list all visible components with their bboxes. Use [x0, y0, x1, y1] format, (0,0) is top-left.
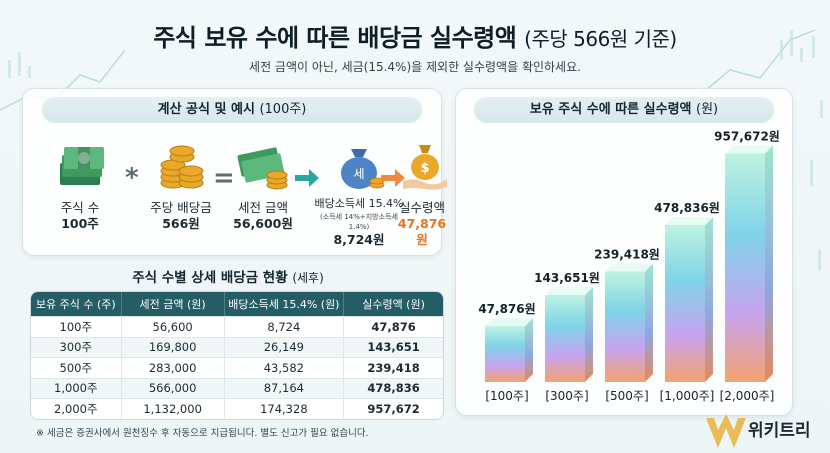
page-title: 주식 보유 수에 따른 배당금 실수령액 (주당 566원 기준) [153, 24, 677, 52]
bar-value-label: 478,836원 [654, 201, 720, 215]
column-header: 실수령액 (원) [344, 292, 443, 316]
bar-value-label: 47,876원 [478, 302, 535, 316]
table-cell: 43,582 [224, 357, 345, 378]
category-label: [2,000주] [720, 389, 775, 403]
table-cell: 1,132,000 [121, 398, 225, 419]
money-bag-hand-icon: $ [403, 145, 447, 190]
wikitree-logo: 위키트리 [700, 410, 830, 453]
tax-bag-icon: 세 [341, 149, 385, 189]
table-cell: 56,600 [121, 316, 225, 337]
svg-text:$: $ [420, 161, 429, 176]
table-title: 주식 수별 상세 배당금 현황 (세후) [132, 270, 324, 286]
column-header: 보유 주식 수 (주) [31, 292, 122, 316]
dividend-table: 보유 주식 수 (주) 세전 금액 (원) 배당소득세 15.4% (원) 실수… [30, 291, 444, 420]
chart-bar [605, 263, 653, 382]
svg-text:세: 세 [353, 167, 364, 181]
coin-stack-icon [160, 145, 204, 189]
bar-value-label: 239,418원 [594, 247, 660, 261]
dividend-bar-chart: 47,876원 [100주] 143,651원 [300주] 239,418원 [500주… [478, 130, 780, 403]
table-cell: 100주 [31, 316, 122, 337]
table-cell: 239,418 [344, 357, 443, 378]
table-cell: 143,651 [344, 336, 443, 357]
page-subtitle: 세전 금액이 아닌, 세금(15.4%)을 제외한 실수령액을 확인하세요. [249, 60, 581, 74]
bar-value-label: 143,651원 [534, 271, 600, 285]
table-cell: 26,149 [224, 336, 345, 357]
formula-panel-title: 계산 공식 및 예시 (100주) [42, 97, 422, 123]
table-cell: 957,672 [344, 398, 443, 419]
arrow-right-icon [295, 169, 319, 187]
table-cell: 2,000주 [31, 398, 122, 419]
table-cell: 47,876 [344, 316, 443, 337]
formula-panel: 계산 공식 및 예시 (100주) 주식 수 100주 * [22, 88, 447, 256]
logo-text: 위키트리 [748, 421, 811, 441]
multiply-operator: * [125, 163, 139, 193]
table-cell: 1,000주 [31, 377, 122, 398]
column-header: 세전 금액 (원) [121, 292, 225, 316]
formula-item-net: $ 실수령액 47,876원 [397, 133, 447, 248]
table-cell: 300주 [31, 336, 122, 357]
table-cell: 174,328 [224, 398, 345, 419]
table-row: 1,000주 566,000 87,164 478,836 [31, 377, 443, 398]
cash-coins-icon [237, 147, 288, 190]
category-label: [100주] [485, 389, 528, 403]
chart-bar [725, 145, 773, 382]
chart-bar [665, 216, 713, 382]
table-cell: 87,164 [224, 377, 345, 398]
formula-item-shares: 주식 수 100주 [45, 133, 115, 232]
chart-bar [485, 318, 533, 382]
formula-item-tax: 세 배당소득세 15.4% (소득세 14%+지방소득세 1.4%) 8,724… [313, 133, 405, 248]
table-cell: 566,000 [121, 377, 225, 398]
table-row: 500주 283,000 43,582 239,418 [31, 357, 443, 378]
table-row: 300주 169,800 26,149 143,651 [31, 336, 443, 357]
table-cell: 8,724 [224, 316, 345, 337]
table-cell: 500주 [31, 357, 122, 378]
table-row: 2,000주 1,132,000 174,328 957,672 [31, 398, 443, 419]
category-label: [1,000주] [660, 389, 715, 403]
bar-value-label: 957,672원 [714, 130, 780, 144]
footnote: ※ 세금은 증권사에서 원천징수 후 자동으로 지급됩니다. 별도 신고가 필요… [36, 428, 369, 439]
equals-operator: = [213, 163, 235, 193]
formula-item-dividend: 주당 배당금 566원 [141, 133, 221, 232]
money-stack-icon [60, 147, 104, 185]
table-cell: 169,800 [121, 336, 225, 357]
category-label: [500주] [605, 389, 648, 403]
column-header: 배당소득세 15.4% (원) [224, 292, 345, 316]
chart-bar [545, 286, 593, 382]
arrow-right-icon [381, 169, 405, 187]
table-row: 100주 56,600 8,724 47,876 [31, 316, 443, 337]
table-header-row: 보유 주식 수 (주) 세전 금액 (원) 배당소득세 15.4% (원) 실수… [31, 292, 443, 316]
table-cell: 478,836 [344, 377, 443, 398]
formula-item-pretax: 세전 금액 56,600원 [225, 133, 301, 232]
category-label: [300주] [545, 389, 588, 403]
table-cell: 283,000 [121, 357, 225, 378]
chart-panel-title: 보유 주식 수에 따른 실수령액 (원) [474, 97, 774, 123]
